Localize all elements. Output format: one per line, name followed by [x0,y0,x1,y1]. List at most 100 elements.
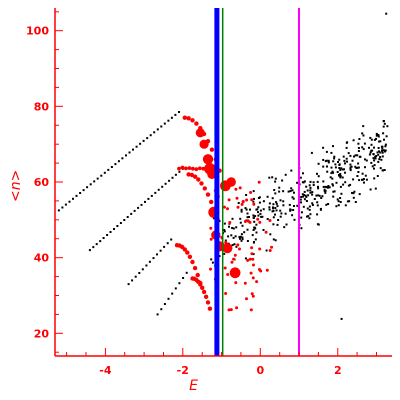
black-point [349,166,352,169]
black-point [223,229,226,231]
black-point [269,233,272,236]
black-point [234,235,237,238]
black-point [347,152,350,155]
black-point [326,170,329,173]
black-point [312,184,315,186]
black-point [382,132,385,135]
black-point [166,242,169,245]
black-point [373,138,376,141]
black-point [283,226,286,229]
black-point [365,178,368,181]
black-point [358,155,361,158]
black-point [156,253,158,256]
red-point [198,166,202,171]
black-point [223,222,226,225]
black-point [351,159,354,162]
black-point [142,139,145,142]
black-point [238,236,241,239]
black-point [259,209,262,212]
black-point [268,206,271,209]
black-point [345,157,348,160]
black-point [237,202,240,204]
black-point [370,143,373,146]
red-point [223,205,226,209]
black-point [130,212,133,215]
black-point [257,206,260,209]
black-point [307,194,310,197]
black-point [303,194,306,196]
black-point [352,139,355,142]
black-point [308,184,311,187]
red-point [236,243,240,247]
black-point [224,239,227,242]
black-point [290,169,293,172]
black-point [223,230,226,233]
black-point [100,174,103,177]
black-point [339,176,342,179]
black-point [311,204,314,206]
black-point [371,165,374,168]
black-point [271,210,274,213]
red-point [251,257,255,261]
black-point [262,200,265,203]
red-point [223,266,227,270]
black-point [377,160,380,163]
red-point [243,281,247,285]
black-point [324,185,327,188]
black-point [368,153,371,156]
black-point [152,257,155,260]
black-point [291,214,294,217]
black-point [211,261,214,264]
black-point [163,303,166,305]
black-point [308,208,311,211]
red-point [224,292,228,295]
black-point [379,167,382,170]
black-point [272,238,275,241]
black-point [240,210,243,213]
black-point [300,227,303,230]
red-point [249,191,253,194]
black-point [308,217,311,220]
red-point [203,294,209,299]
black-point [170,116,173,119]
black-point [309,189,312,192]
black-point [149,134,152,137]
black-point [356,154,359,157]
black-point [138,272,141,274]
black-point [231,217,234,220]
black-point [373,167,375,170]
black-point [89,183,92,186]
black-point [245,194,248,196]
black-point [284,173,287,176]
black-point [329,176,332,179]
black-point [357,142,360,145]
black-point [288,203,291,206]
red-point [264,230,268,234]
black-point [349,169,352,172]
black-point [323,188,326,191]
red-point [245,198,249,202]
black-point [268,176,271,179]
black-point [160,308,163,311]
black-point [218,255,221,258]
black-point [79,192,82,194]
red-point [250,292,254,296]
black-point [148,260,151,263]
red-point [205,300,211,305]
red-point [236,205,240,209]
black-point [370,138,373,141]
black-point [316,213,319,216]
black-point [322,165,325,168]
black-point [252,253,255,256]
black-point [377,153,380,156]
red-point [195,128,205,138]
black-point [355,167,358,169]
black-point [331,177,334,180]
black-point [252,229,255,231]
black-point [244,207,247,210]
red-point [258,220,262,224]
x-tick-label: 2 [334,364,342,377]
black-point [309,191,312,194]
black-point [257,214,260,217]
black-point [279,199,282,202]
